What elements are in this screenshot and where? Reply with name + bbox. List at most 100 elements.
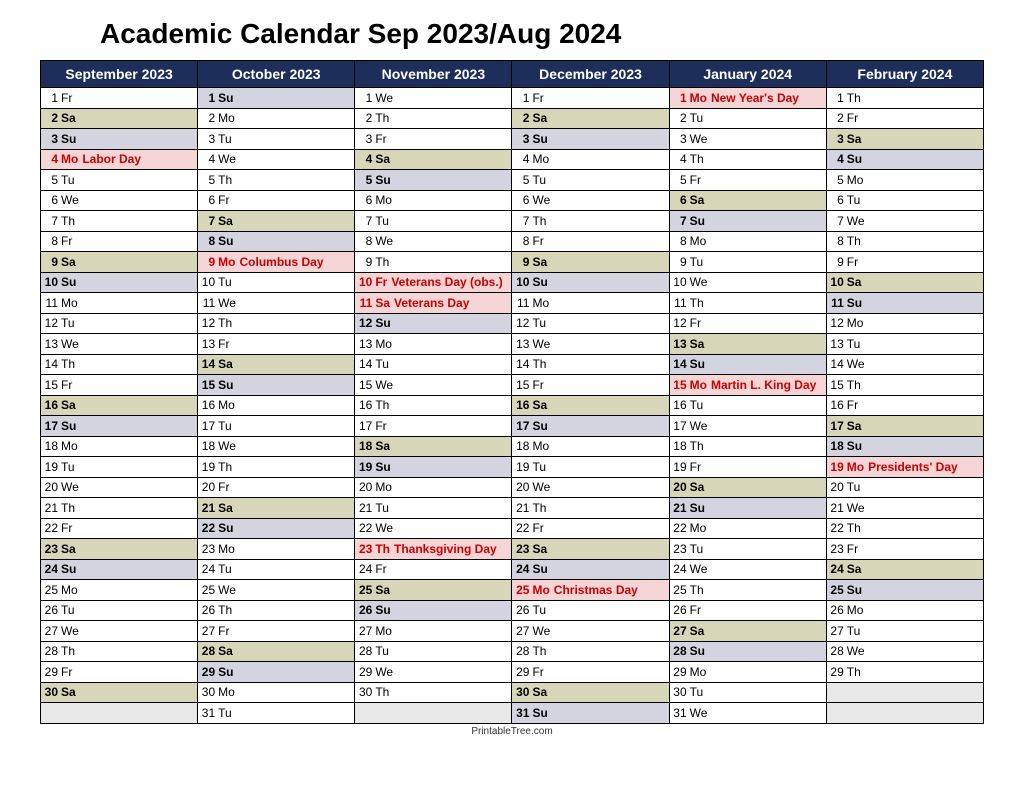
day-cell: 9Fr [826, 252, 983, 273]
day-number: 5 [829, 173, 847, 187]
day-number: 29 [672, 665, 690, 679]
day-of-week: Tu [690, 542, 704, 556]
day-number: 14 [672, 357, 690, 371]
holiday-label: Veterans Day (obs.) [387, 275, 502, 289]
day-number: 1 [43, 91, 61, 105]
day-of-week: We [375, 521, 393, 535]
day-number: 20 [672, 480, 690, 494]
day-cell: 22Fr [41, 518, 198, 539]
day-number: 13 [829, 337, 847, 351]
day-number: 12 [43, 316, 61, 330]
day-cell: 1Fr [512, 88, 669, 109]
day-of-week: Sa [375, 439, 390, 453]
day-cell: 5Tu [512, 170, 669, 191]
day-cell: 14Sa [198, 354, 355, 375]
day-number: 7 [357, 214, 375, 228]
day-of-week: Th [690, 152, 704, 166]
day-of-week: Fr [690, 460, 701, 474]
day-of-week: We [690, 275, 708, 289]
day-of-week: Th [847, 378, 861, 392]
day-of-week: Mo [847, 460, 864, 474]
calendar-row: 12Tu12Th12Su12Tu12Fr12Mo [41, 313, 984, 334]
day-of-week: Fr [847, 111, 858, 125]
day-number: 28 [200, 644, 218, 658]
day-number: 10 [43, 275, 61, 289]
day-number: 29 [43, 665, 61, 679]
calendar-row: 24Su24Tu24Fr24Su24We24Sa [41, 559, 984, 580]
day-cell: 12Tu [41, 313, 198, 334]
day-cell: 20Mo [355, 477, 512, 498]
day-number: 21 [200, 501, 218, 515]
day-of-week: Mo [690, 378, 707, 392]
day-of-week: Tu [61, 173, 75, 187]
day-cell: 19Su [355, 457, 512, 478]
calendar-row: 29Fr29Su29We29Fr29Mo29Th [41, 662, 984, 683]
holiday-label: Thanksgiving Day [390, 542, 497, 556]
day-of-week: We [690, 419, 708, 433]
day-of-week: Sa [61, 398, 76, 412]
day-of-week: Sa [690, 480, 705, 494]
day-of-week: Sa [61, 255, 76, 269]
day-number: 16 [43, 398, 61, 412]
month-header: October 2023 [198, 61, 355, 88]
day-number: 28 [357, 644, 375, 658]
day-cell: 6Tu [826, 190, 983, 211]
day-of-week: Sa [532, 111, 547, 125]
holiday-label: Labor Day [78, 152, 141, 166]
day-number: 20 [357, 480, 375, 494]
holiday-label: Columbus Day [235, 255, 323, 269]
day-of-week: Sa [532, 255, 547, 269]
day-number: 8 [672, 234, 690, 248]
day-number: 7 [43, 214, 61, 228]
day-of-week: Th [218, 173, 232, 187]
day-number: 6 [357, 193, 375, 207]
day-of-week: Su [690, 501, 705, 515]
day-number: 11 [43, 296, 61, 310]
day-cell: 26Mo [826, 600, 983, 621]
day-cell: 3Su [41, 129, 198, 150]
day-of-week: We [61, 337, 79, 351]
day-of-week: Tu [375, 501, 389, 515]
day-of-week: Su [61, 562, 76, 576]
day-of-week: We [61, 480, 79, 494]
day-cell: 23Tu [669, 539, 826, 560]
calendar-row: 9Sa9MoColumbus Day9Th9Sa9Tu9Fr [41, 252, 984, 273]
day-of-week: Mo [375, 193, 392, 207]
calendar-row: 21Th21Sa21Tu21Th21Su21We [41, 498, 984, 519]
day-cell: 25Sa [355, 580, 512, 601]
day-cell: 13Mo [355, 334, 512, 355]
day-cell: 10Su [41, 272, 198, 293]
day-of-week: Su [218, 91, 233, 105]
day-number: 17 [200, 419, 218, 433]
day-number: 5 [672, 173, 690, 187]
day-number: 26 [43, 603, 61, 617]
day-cell: 6Fr [198, 190, 355, 211]
day-cell: 13Tu [826, 334, 983, 355]
day-number: 5 [357, 173, 375, 187]
day-cell: 30Th [355, 682, 512, 703]
calendar-row: 23Sa23Mo23ThThanksgiving Day23Sa23Tu23Fr [41, 539, 984, 560]
day-of-week: Fr [690, 603, 701, 617]
day-number: 23 [514, 542, 532, 556]
day-of-week: We [218, 439, 236, 453]
day-cell [826, 703, 983, 724]
day-cell: 9Sa [41, 252, 198, 273]
day-cell: 24Su [512, 559, 669, 580]
day-number: 22 [200, 521, 218, 535]
day-cell: 20Sa [669, 477, 826, 498]
day-of-week: Mo [847, 603, 864, 617]
day-cell: 27Sa [669, 621, 826, 642]
day-cell: 9Tu [669, 252, 826, 273]
holiday-label: Christmas Day [550, 583, 638, 597]
day-of-week: Tu [690, 398, 704, 412]
day-of-week: Sa [532, 542, 547, 556]
day-of-week: Mo [532, 439, 549, 453]
day-number: 20 [43, 480, 61, 494]
day-number: 31 [514, 706, 532, 720]
day-of-week: Th [218, 460, 232, 474]
day-of-week: Tu [847, 193, 861, 207]
day-cell: 21Sa [198, 498, 355, 519]
day-number: 17 [357, 419, 375, 433]
day-of-week: Tu [847, 480, 861, 494]
day-cell: 2Tu [669, 108, 826, 129]
